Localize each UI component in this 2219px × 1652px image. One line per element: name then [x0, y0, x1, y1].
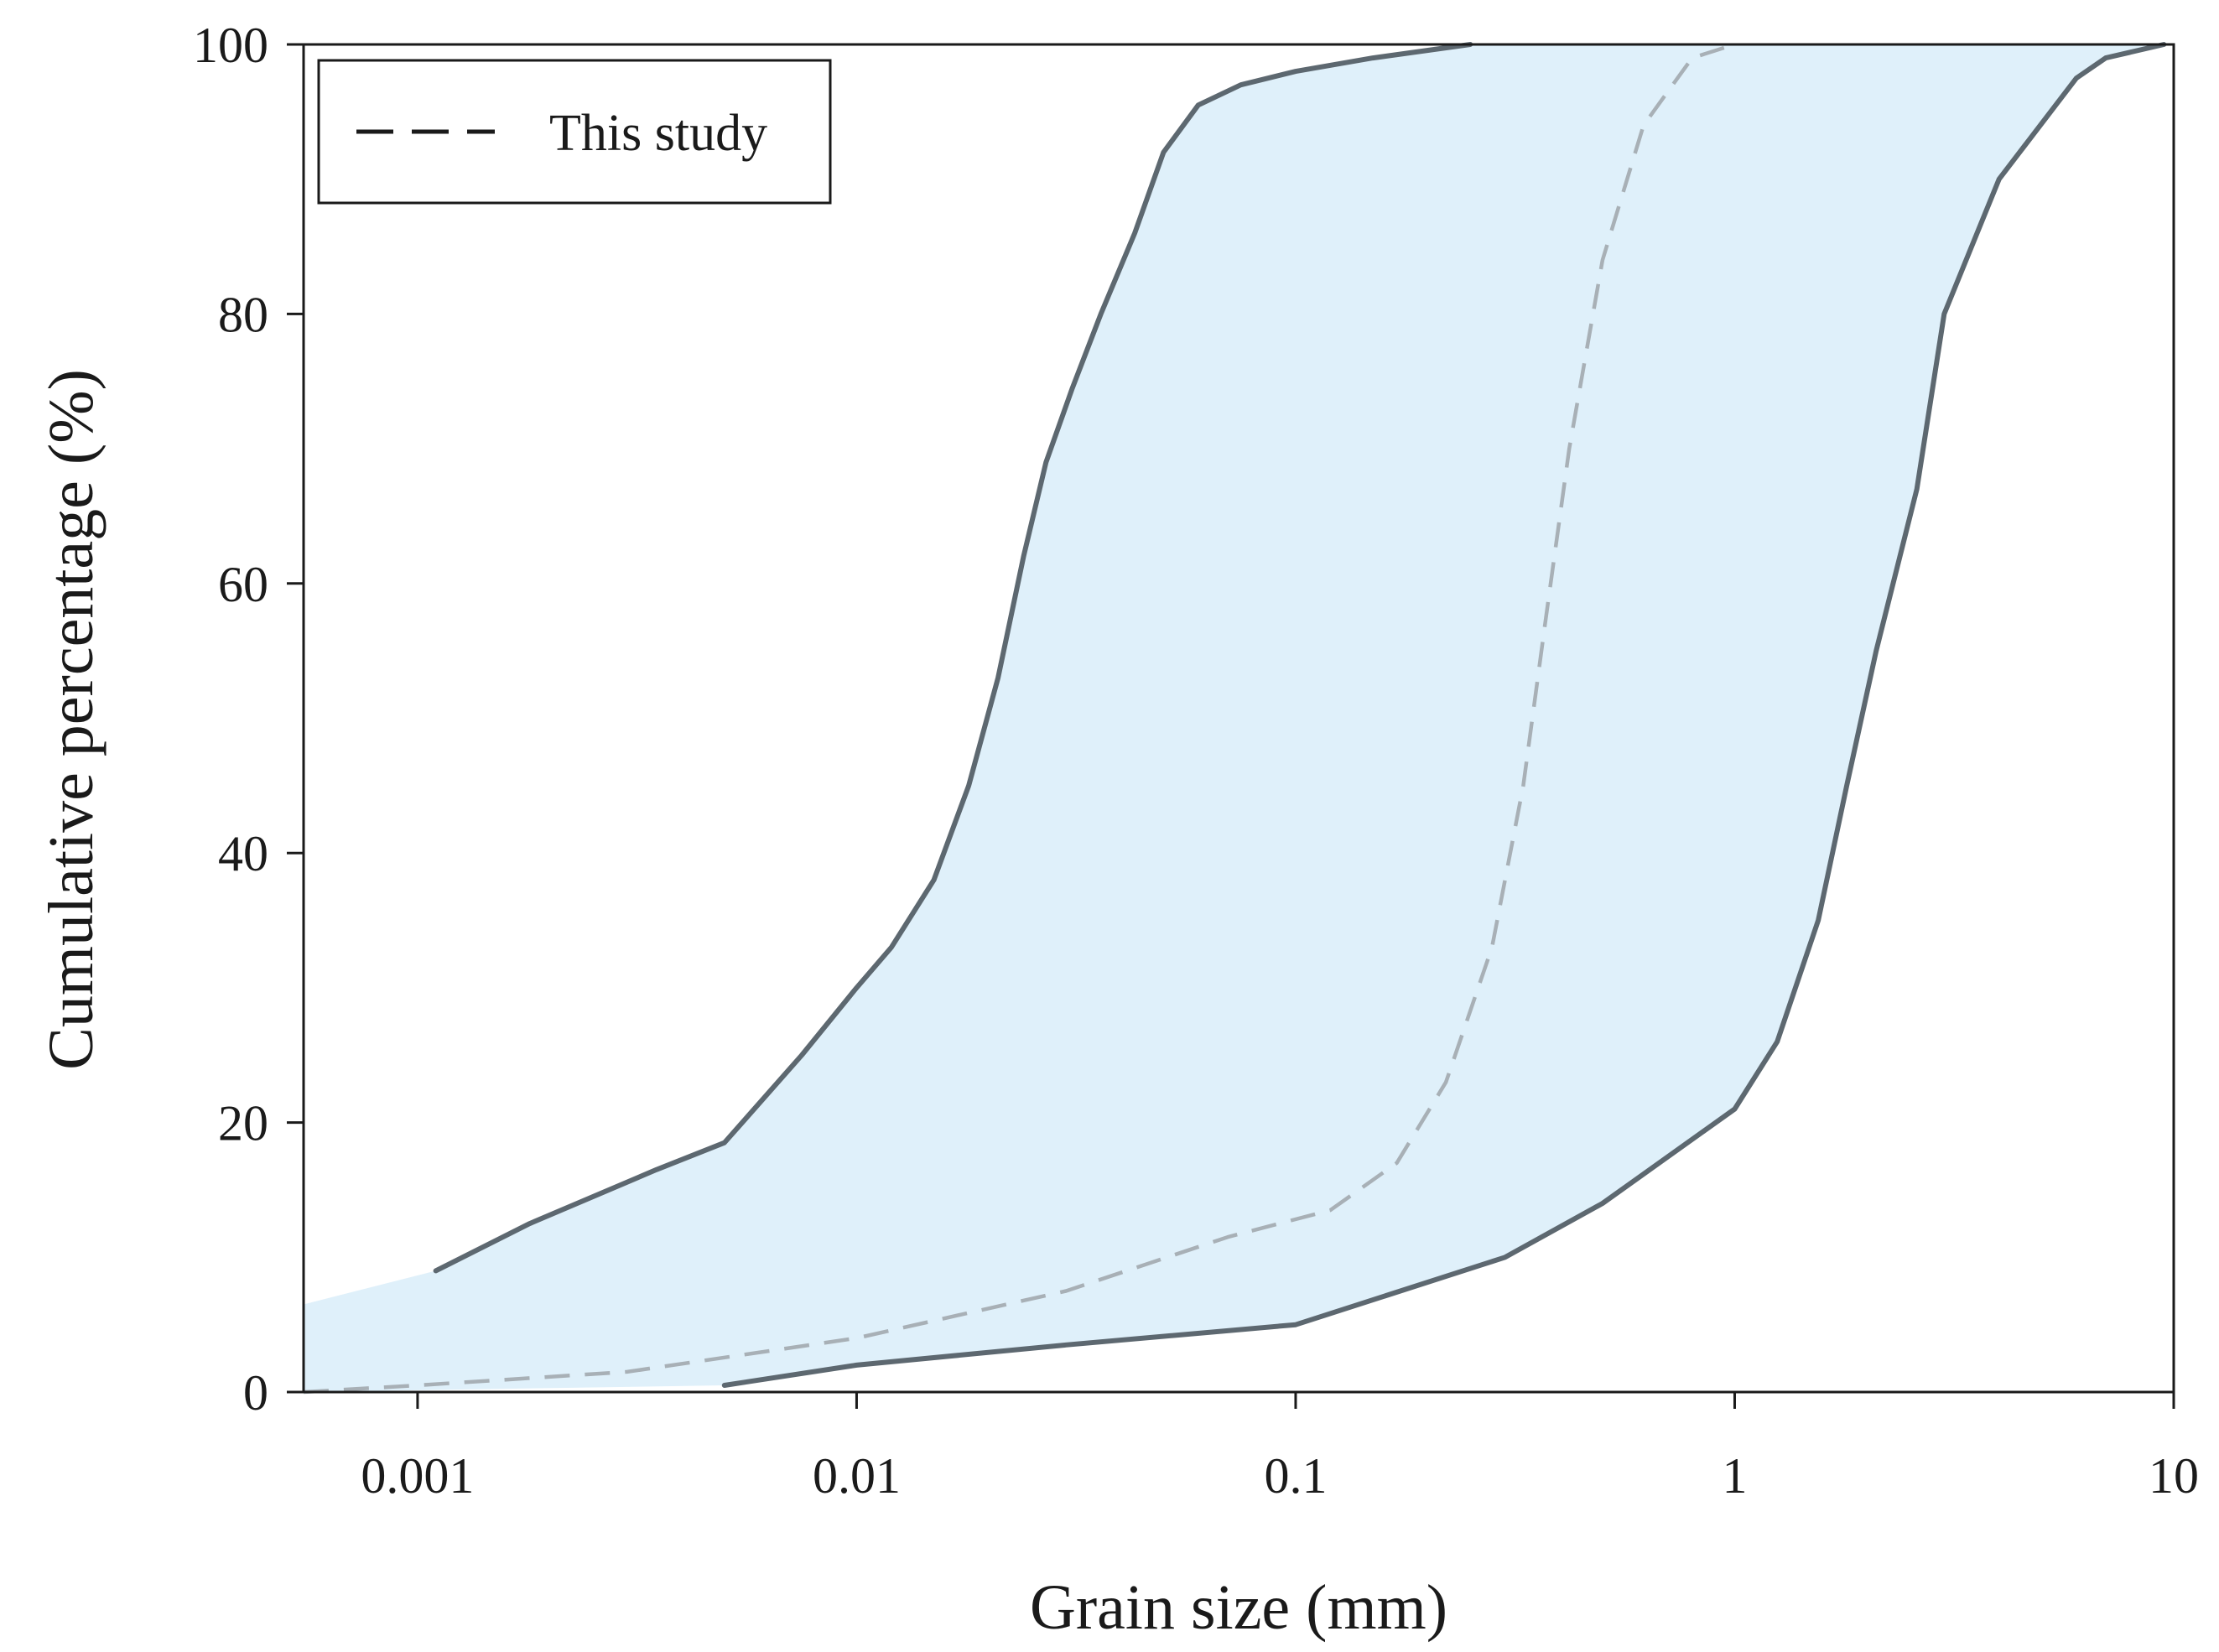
legend-box — [317, 59, 832, 205]
plot-layer — [303, 42, 2174, 1395]
series-line-this-study — [303, 42, 1736, 1395]
legend: This study — [317, 59, 832, 205]
x-tick-label: 0.01 — [813, 1448, 901, 1504]
axes-layer: 0 20 40 60 80 100 0.001 0.01 0.1 1 10 — [193, 18, 2199, 1504]
legend-entry-label: This study — [549, 105, 767, 162]
y-tick-label: 0 — [243, 1365, 268, 1421]
y-tick-label: 20 — [218, 1096, 268, 1151]
x-tick-label: 1 — [1722, 1448, 1747, 1504]
y-tick-label: 100 — [193, 18, 268, 73]
x-tick-label: 10 — [2149, 1448, 2199, 1504]
x-axis-title: Grain size (mm) — [1030, 1572, 1447, 1643]
x-tick-label: 0.001 — [361, 1448, 474, 1504]
plot-frame — [302, 43, 2175, 1394]
y-tick-label: 80 — [218, 287, 268, 342]
y-tick-label: 60 — [218, 557, 268, 612]
y-axis-title: Cumulative percentage (%) — [36, 369, 107, 1070]
envelope-band — [304, 44, 2174, 1392]
y-tick-label: 40 — [218, 826, 268, 881]
lower-bound-line — [721, 42, 2167, 1388]
upper-bound-line — [433, 42, 1473, 1274]
x-tick-label: 0.1 — [1264, 1448, 1327, 1504]
